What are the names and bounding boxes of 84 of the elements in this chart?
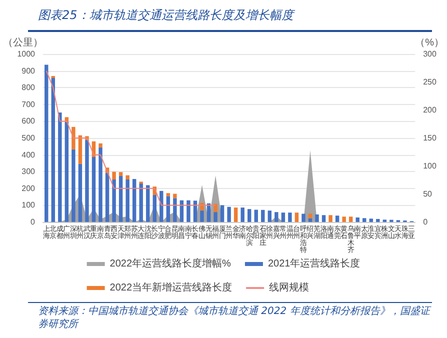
- bar: [126, 179, 130, 222]
- bar: [294, 212, 299, 222]
- legend-label: 2022当年新增运营线路长度: [110, 282, 232, 294]
- bar: [112, 172, 116, 180]
- legend-label: 线网规模: [269, 282, 310, 294]
- y2-tick-label: 50: [423, 190, 433, 198]
- bar: [322, 215, 326, 222]
- y2-axis-title: （%）: [415, 38, 444, 48]
- y-tick-label: 600: [22, 116, 36, 126]
- y-tick-label: 0: [30, 218, 36, 226]
- bar: [214, 212, 218, 222]
- y2-tick-label: 250: [423, 78, 438, 86]
- bar: [118, 176, 123, 222]
- y-tick-label: 700: [22, 100, 36, 109]
- bar: [166, 196, 170, 222]
- bar: [328, 215, 332, 222]
- y-tick-label: 200: [22, 184, 36, 193]
- legend-label: 2021年运营线路长度: [268, 258, 360, 270]
- bar: [308, 214, 312, 218]
- bar: [376, 218, 380, 222]
- y2-tick-label: 300: [423, 50, 438, 58]
- bar: [261, 210, 265, 222]
- y-tick-label: 300: [22, 167, 36, 176]
- bar: [78, 164, 82, 222]
- y-tick-label: 500: [22, 134, 36, 142]
- bar: [78, 135, 82, 164]
- y-axis-title: （公里）: [3, 36, 43, 48]
- bar: [173, 198, 177, 222]
- y-tick-label: 900: [22, 66, 36, 76]
- bar: [288, 212, 292, 222]
- bar: [254, 210, 258, 222]
- bar: [335, 216, 340, 222]
- bar: [64, 122, 69, 222]
- bar: [139, 184, 143, 222]
- bar: [105, 172, 110, 222]
- bar: [234, 208, 238, 222]
- bar: [146, 185, 150, 222]
- bar: [220, 205, 224, 222]
- bar: [51, 78, 56, 222]
- bar: [160, 190, 164, 222]
- bar: [186, 200, 190, 222]
- bar: [85, 140, 89, 222]
- y-tick-label: 1000: [17, 50, 36, 58]
- y2-tick-label: 200: [423, 106, 438, 114]
- bar: [152, 194, 156, 222]
- y2-tick-label: 100: [423, 162, 438, 170]
- bar: [268, 210, 272, 222]
- bar: [315, 214, 319, 222]
- bar: [126, 175, 130, 180]
- y2-tick-label: 150: [423, 134, 438, 142]
- bar: [302, 214, 306, 222]
- bar: [362, 218, 366, 222]
- bar: [132, 178, 136, 222]
- bar: [44, 64, 48, 222]
- bar: [72, 149, 76, 222]
- bar: [193, 200, 198, 222]
- bar: [72, 126, 76, 150]
- y-tick-label: 800: [22, 83, 36, 92]
- bar: [356, 217, 360, 222]
- line-series: [46, 70, 216, 206]
- bar: [200, 210, 204, 222]
- bar: [247, 209, 252, 222]
- bar: [112, 179, 116, 222]
- bar: [369, 218, 373, 222]
- bar: [348, 216, 353, 222]
- bar: [92, 156, 96, 222]
- bar: [281, 212, 286, 222]
- bar: [166, 193, 170, 196]
- y-tick-label: 400: [22, 150, 36, 160]
- bar: [118, 172, 123, 176]
- bar: [173, 194, 177, 198]
- y-tick-label: 100: [22, 200, 36, 210]
- bar: [240, 208, 244, 222]
- bar: [342, 216, 346, 222]
- text: 资料来源：中国城市轨道交通协会《城市轨道交通 2022 年度统计和分析报告》，国盛证券研究所: [38, 305, 432, 331]
- bar: [227, 206, 231, 222]
- legend-label: 2022年运营线路长度增幅%: [110, 258, 232, 270]
- bar: [274, 212, 278, 222]
- bar: [58, 112, 62, 222]
- bar: [98, 143, 102, 148]
- chart-title: 图表25：城市轨道交通运营线路长度及增长幅度: [38, 7, 294, 24]
- y2-tick-label: 0: [423, 218, 428, 226]
- bar: [214, 204, 218, 212]
- bar: [98, 147, 102, 222]
